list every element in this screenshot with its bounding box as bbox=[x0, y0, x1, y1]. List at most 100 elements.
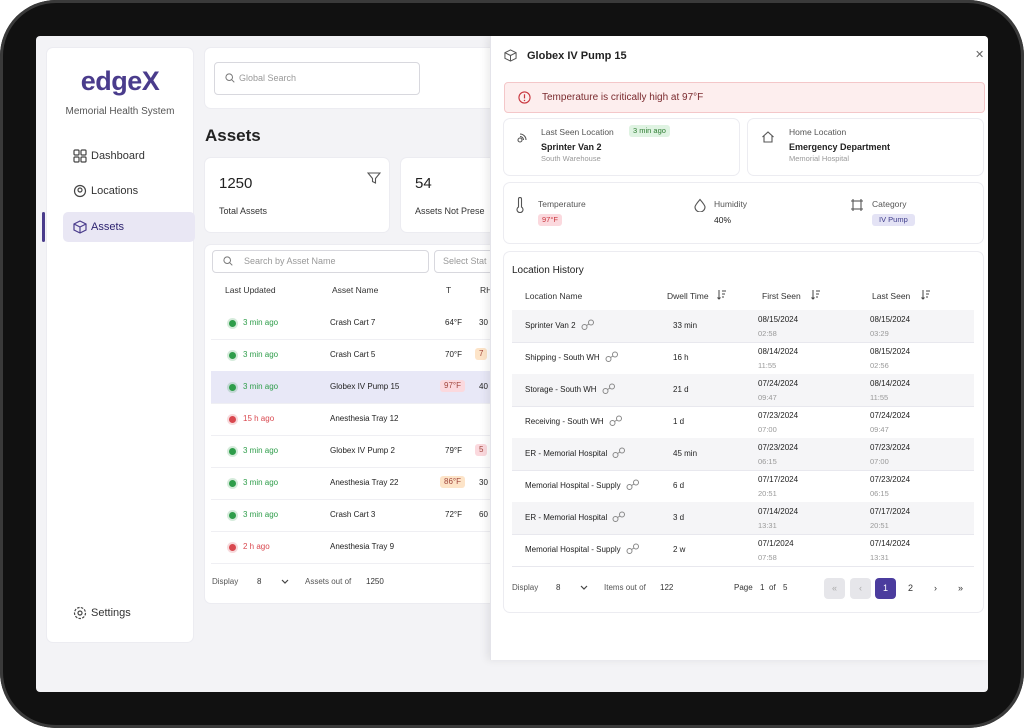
settings-icon bbox=[73, 606, 87, 620]
table-row[interactable]: 3 min ago Crash Cart 5 70°F 7 bbox=[211, 339, 501, 372]
sort-icon[interactable] bbox=[717, 289, 727, 300]
history-row[interactable]: Receiving - South WH 1 d 07/23/2024 07:00 07… bbox=[512, 406, 974, 439]
asset-search[interactable]: Search by Asset Name bbox=[212, 250, 429, 273]
route-icon bbox=[605, 351, 618, 362]
last-page-button[interactable]: » bbox=[950, 578, 971, 599]
humidity-icon bbox=[694, 198, 706, 212]
page-button[interactable]: 1 bbox=[875, 578, 896, 599]
history-row[interactable]: Sprinter Van 2 33 min 08/15/2024 02:58 08/15… bbox=[512, 310, 974, 343]
count-label: Items out of bbox=[604, 583, 646, 592]
sort-icon[interactable] bbox=[921, 289, 931, 300]
history-row[interactable]: Memorial Hospital - Supply 6 d 07/17/2024 2… bbox=[512, 470, 974, 503]
status-dot bbox=[229, 384, 236, 391]
column-header[interactable]: Last Seen bbox=[872, 291, 911, 301]
nav-label: Settings bbox=[91, 607, 131, 619]
of-label: of bbox=[769, 583, 776, 592]
dwell-time: 16 h bbox=[673, 353, 689, 362]
table-row[interactable]: 15 h ago Anesthesia Tray 12 bbox=[211, 403, 501, 436]
table-row[interactable]: 3 min ago Globex IV Pump 15 97°F 40 bbox=[211, 371, 501, 404]
humidity: 60 bbox=[479, 510, 488, 519]
metric-value: 40% bbox=[714, 215, 732, 225]
display-value[interactable]: 8 bbox=[257, 577, 262, 586]
nav-label: Dashboard bbox=[91, 150, 145, 162]
asset-name: Anesthesia Tray 22 bbox=[330, 478, 399, 487]
location-name: Receiving - South WH bbox=[525, 417, 604, 426]
location-sub: South Warehouse bbox=[541, 154, 601, 163]
table-row[interactable]: 3 min ago Crash Cart 3 72°F 60 bbox=[211, 499, 501, 532]
temperature: 79°F bbox=[445, 446, 462, 455]
detail-panel: Globex IV Pump 15 ✕ Temperature is criti… bbox=[490, 36, 988, 660]
screen: edgeX Memorial Health System Dashboard L… bbox=[36, 36, 988, 692]
page-count: 5 bbox=[783, 583, 788, 592]
nav-item[interactable]: Locations bbox=[63, 176, 195, 206]
location-name: Storage - South WH bbox=[525, 385, 597, 394]
dwell-time: 45 min bbox=[673, 449, 698, 458]
stat-card: 1250 Total Assets bbox=[205, 158, 389, 232]
search-icon bbox=[223, 256, 233, 266]
temperature: 86°F bbox=[440, 476, 465, 488]
search-placeholder: Global Search bbox=[239, 73, 297, 83]
location-name: Shipping - South WH bbox=[525, 353, 600, 362]
history-row[interactable]: Memorial Hospital - Supply 2 w 07/1/2024 07… bbox=[512, 534, 974, 567]
history-row[interactable]: Shipping - South WH 16 h 08/14/2024 11:55 08… bbox=[512, 342, 974, 375]
page-button[interactable]: 2 bbox=[900, 578, 921, 599]
last-updated: 3 min ago bbox=[243, 478, 279, 487]
thermometer-icon bbox=[516, 197, 524, 213]
metric-label: Category bbox=[872, 199, 907, 209]
last-seen-time: 02:56 bbox=[870, 361, 889, 370]
metric-label: Temperature bbox=[538, 199, 586, 209]
last-updated: 3 min ago bbox=[243, 446, 279, 455]
location-name: Sprinter Van 2 bbox=[541, 142, 602, 152]
column-header: RH bbox=[480, 285, 493, 295]
home-icon bbox=[762, 131, 774, 143]
history-row[interactable]: Storage - South WH 21 d 07/24/2024 09:47 08/… bbox=[512, 374, 974, 407]
display-value[interactable]: 8 bbox=[556, 583, 561, 592]
next-page-button[interactable]: › bbox=[925, 578, 946, 599]
first-seen-time: 07:00 bbox=[758, 425, 777, 434]
first-seen-date: 07/23/2024 bbox=[758, 411, 799, 420]
status-dot bbox=[229, 320, 236, 327]
logo: edgeX bbox=[80, 66, 160, 96]
table-row[interactable]: 3 min ago Anesthesia Tray 22 86°F 30 bbox=[211, 467, 501, 500]
last-seen-date: 07/14/2024 bbox=[870, 539, 911, 548]
history-row[interactable]: ER - Memorial Hospital 45 min 07/23/2024 06… bbox=[512, 438, 974, 471]
nav-item[interactable]: Dashboard bbox=[63, 141, 195, 171]
metric-value: IV Pump bbox=[872, 214, 915, 226]
filter-icon[interactable] bbox=[367, 171, 381, 185]
route-icon bbox=[602, 383, 615, 394]
history-row[interactable]: ER - Memorial Hospital 3 d 07/14/2024 13:31… bbox=[512, 502, 974, 535]
column-header[interactable]: Dwell Time bbox=[667, 291, 709, 301]
close-button[interactable]: ✕ bbox=[975, 49, 985, 61]
last-seen-time: 03:29 bbox=[870, 329, 889, 338]
status-dot bbox=[229, 480, 236, 487]
first-page-button[interactable]: « bbox=[824, 578, 845, 599]
table-row[interactable]: 3 min ago Globex IV Pump 2 79°F 5 bbox=[211, 435, 501, 468]
search-icon bbox=[225, 73, 235, 83]
dwell-time: 6 d bbox=[673, 481, 685, 490]
page-number: 1 bbox=[760, 583, 765, 592]
first-seen-date: 07/14/2024 bbox=[758, 507, 799, 516]
column-header[interactable]: First Seen bbox=[762, 291, 801, 301]
nav-item[interactable]: Assets bbox=[63, 212, 195, 242]
last-seen-date: 08/14/2024 bbox=[870, 379, 911, 388]
dashboard-icon bbox=[73, 149, 87, 163]
global-search[interactable]: Global Search bbox=[214, 62, 420, 95]
sort-icon[interactable] bbox=[811, 289, 821, 300]
asset-name: Crash Cart 7 bbox=[330, 318, 376, 327]
location-history: Location History Location Name Dwell Tim… bbox=[504, 252, 983, 612]
dwell-time: 1 d bbox=[673, 417, 685, 426]
prev-page-button[interactable]: ‹ bbox=[850, 578, 871, 599]
alert-icon bbox=[518, 91, 531, 104]
table-row[interactable]: 3 min ago Crash Cart 7 64°F 30 bbox=[211, 307, 501, 340]
temperature: 64°F bbox=[445, 318, 462, 327]
table-row[interactable]: 2 h ago Anesthesia Tray 9 bbox=[211, 531, 501, 564]
location-sub: Memorial Hospital bbox=[789, 154, 850, 163]
humidity: 40 bbox=[479, 382, 488, 391]
last-seen-time: 06:15 bbox=[870, 489, 889, 498]
settings-item[interactable]: Settings bbox=[63, 598, 195, 628]
dwell-time: 21 d bbox=[673, 385, 689, 394]
asset-name: Globex IV Pump 2 bbox=[330, 446, 395, 455]
search-placeholder: Search by Asset Name bbox=[244, 256, 336, 266]
